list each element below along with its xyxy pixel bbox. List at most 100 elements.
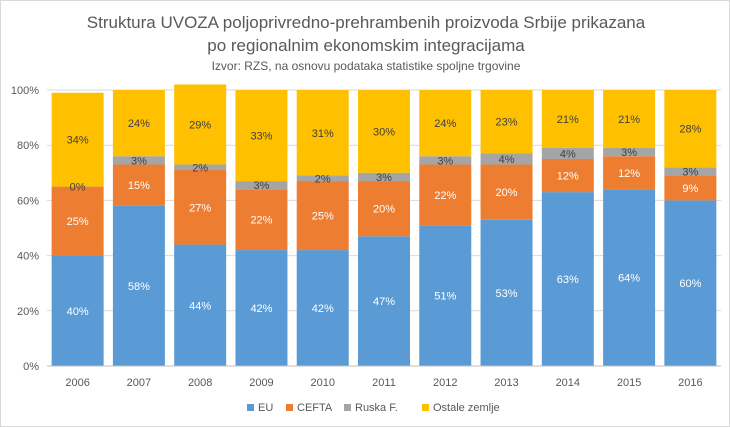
x-tick-label: 2009 xyxy=(249,377,273,389)
data-label: 25% xyxy=(67,216,89,228)
bar-segment xyxy=(51,92,104,187)
data-label: 21% xyxy=(618,114,640,126)
bar-segment xyxy=(51,186,104,256)
data-label: 20% xyxy=(373,204,395,216)
data-label: 33% xyxy=(250,131,272,143)
x-tick-label: 2016 xyxy=(678,377,702,389)
y-tick-label: 100% xyxy=(11,85,39,97)
bar-segment xyxy=(51,255,104,366)
bar-segment xyxy=(541,159,594,193)
data-label: 27% xyxy=(189,202,211,214)
bar-segment xyxy=(664,167,717,176)
data-label: 24% xyxy=(128,118,150,130)
x-tick-label: 2015 xyxy=(617,377,641,389)
legend-label: Ruska F. xyxy=(355,402,398,414)
data-label: 2% xyxy=(315,173,331,185)
bar-segment xyxy=(664,90,717,168)
data-label: 4% xyxy=(499,154,515,166)
legend-item: Ostale zemlje xyxy=(422,402,500,414)
bar-segment xyxy=(296,181,349,251)
legend-item: CEFTA xyxy=(286,402,333,414)
bar-segment xyxy=(235,90,288,182)
y-tick-label: 60% xyxy=(17,195,39,207)
data-label: 9% xyxy=(682,183,698,195)
y-tick-label: 40% xyxy=(17,251,39,263)
bar-segment xyxy=(358,172,410,182)
bar-segment xyxy=(174,244,227,366)
data-label: 42% xyxy=(250,303,272,315)
bar-segment xyxy=(235,189,288,251)
x-tick-label: 2006 xyxy=(65,377,89,389)
bar-segment xyxy=(296,175,349,182)
legend-swatch xyxy=(247,404,254,411)
bars xyxy=(51,84,717,366)
legend: EU CEFTA Ruska F. Ostale zemlje xyxy=(247,402,500,414)
bar-segment xyxy=(541,147,594,159)
data-label: 44% xyxy=(189,300,211,312)
data-label: 4% xyxy=(560,148,576,160)
bar-segment xyxy=(664,200,717,366)
bar-segment xyxy=(358,90,410,173)
data-label: 60% xyxy=(679,278,701,290)
x-tick-label: 2012 xyxy=(433,377,457,389)
bar-segment xyxy=(419,164,472,226)
data-labels: 40% 25% 0% 34% 58% 15% 3% 24% 44% 27% 2% 29% 42% 22% 3… xyxy=(67,114,702,318)
data-label: 3% xyxy=(682,166,698,178)
bar-segment xyxy=(480,90,533,154)
bar-segment xyxy=(174,170,227,245)
data-label: 40% xyxy=(67,306,89,318)
data-label: 51% xyxy=(434,291,456,303)
bar-segment xyxy=(358,236,410,366)
bar-segment xyxy=(541,192,594,366)
bar-segment xyxy=(541,90,594,148)
axes: 0% 20% 40% 60% 80% 100% 2006 2007 2008 2009 2010 20… xyxy=(11,85,721,389)
bar-segment xyxy=(480,219,533,366)
bar-segment xyxy=(664,175,717,201)
data-label: 12% xyxy=(618,168,640,180)
bar-segment xyxy=(174,84,227,165)
data-label: 23% xyxy=(496,117,518,129)
bar-segment xyxy=(603,189,656,366)
data-label: 58% xyxy=(128,281,150,293)
bar-segment xyxy=(112,156,165,165)
data-label: 21% xyxy=(557,114,579,126)
legend-label: Ostale zemlje xyxy=(433,402,500,414)
bar-segment xyxy=(480,153,533,165)
bar-segment xyxy=(112,205,165,366)
data-label: 64% xyxy=(618,273,640,285)
bar-segment xyxy=(112,90,165,157)
data-label: 47% xyxy=(373,296,395,308)
data-label: 3% xyxy=(621,147,637,159)
data-label: 63% xyxy=(557,274,579,286)
x-tick-label: 2010 xyxy=(310,377,334,389)
bar-segment xyxy=(296,90,349,176)
bar-segment xyxy=(419,90,472,157)
bar-segment xyxy=(235,181,288,190)
legend-item: Ruska F. xyxy=(344,402,398,414)
data-label: 22% xyxy=(434,190,456,202)
data-label: 30% xyxy=(373,126,395,138)
bar-segment xyxy=(603,147,656,157)
data-label: 31% xyxy=(312,128,334,140)
bar-segment xyxy=(603,156,656,190)
legend-swatch xyxy=(286,404,293,411)
data-label: 24% xyxy=(434,118,456,130)
x-tick-label: 2011 xyxy=(372,377,396,389)
bar-segment xyxy=(235,250,288,366)
bar-segment xyxy=(419,225,472,366)
chart-title-line-2: po regionalnim ekonomskim integracijama xyxy=(207,36,525,55)
legend-item: EU xyxy=(247,402,273,414)
data-label: 3% xyxy=(131,155,147,167)
data-label: 34% xyxy=(67,135,89,147)
data-label: 29% xyxy=(189,120,211,132)
bar-segment xyxy=(603,90,656,148)
x-tick-label: 2008 xyxy=(188,377,212,389)
y-tick-label: 80% xyxy=(17,140,39,152)
legend-swatch xyxy=(422,404,429,411)
bar-segment xyxy=(174,164,227,171)
y-tick-label: 20% xyxy=(17,306,39,318)
legend-swatch xyxy=(344,404,351,411)
data-label: 3% xyxy=(254,180,270,192)
data-label: 0% xyxy=(70,182,86,194)
